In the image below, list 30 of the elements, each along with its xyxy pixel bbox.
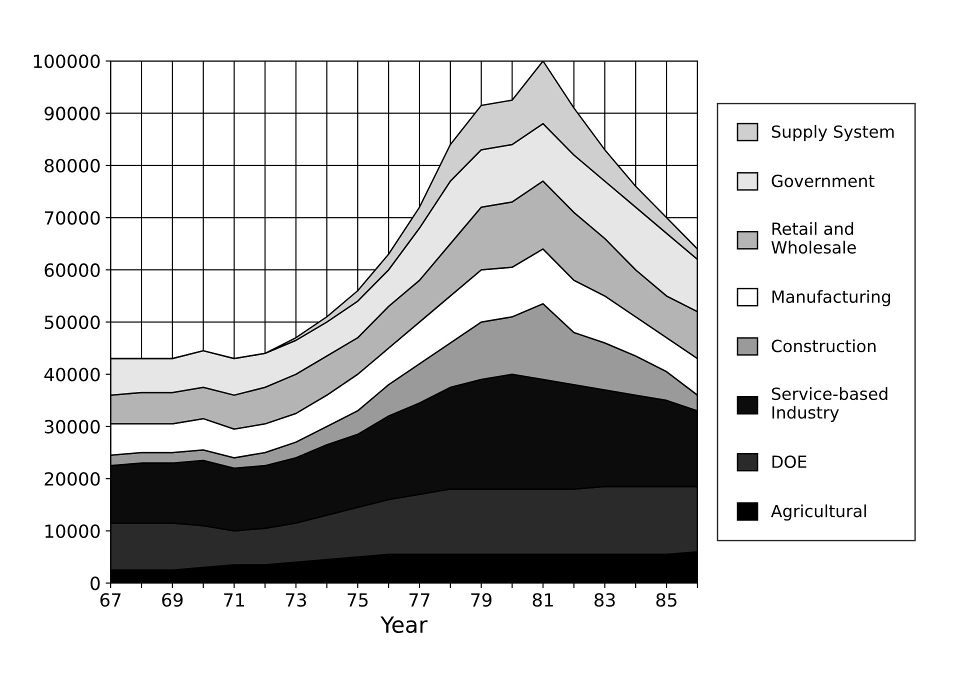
legend-label: Manufacturing	[772, 290, 890, 306]
y-tick-label: 40000	[44, 368, 100, 382]
x-tick-label: 79	[471, 593, 492, 607]
x-tick-label: 67	[100, 593, 121, 607]
y-tick-label: 10000	[45, 524, 100, 538]
y-tick-label: 50000	[44, 316, 100, 330]
legend-label: Service-based Industry	[772, 387, 888, 422]
x-tick-label: 81	[532, 593, 553, 607]
legend-label: Construction	[772, 339, 876, 352]
y-tick-label: 0	[90, 576, 100, 590]
x-axis-title: Year	[380, 616, 428, 634]
x-tick-label: 83	[594, 593, 615, 607]
legend-label: Retail and Wholesale	[771, 222, 856, 254]
x-tick-label: 77	[409, 593, 430, 607]
legend-label: Agricultural	[770, 504, 866, 521]
y-tick-label: 90000	[44, 106, 100, 120]
y-tick-label: 30000	[44, 420, 100, 434]
legend-label: Supply System	[772, 125, 894, 142]
legend-label: DOE	[772, 455, 806, 468]
legend-label: Government	[772, 174, 874, 188]
x-tick-label: 69	[162, 593, 183, 607]
x-tick-label: 73	[286, 593, 306, 607]
y-tick-label: 80000	[44, 158, 100, 173]
x-tick-label: 75	[348, 593, 368, 607]
y-tick-label: 60000	[44, 263, 100, 277]
x-tick-label: 71	[224, 593, 244, 607]
y-tick-label: 70000	[44, 211, 100, 225]
y-tick-label: 20000	[44, 472, 100, 486]
y-tick-label: 100000	[34, 54, 100, 68]
x-tick-label: 85	[656, 593, 676, 607]
